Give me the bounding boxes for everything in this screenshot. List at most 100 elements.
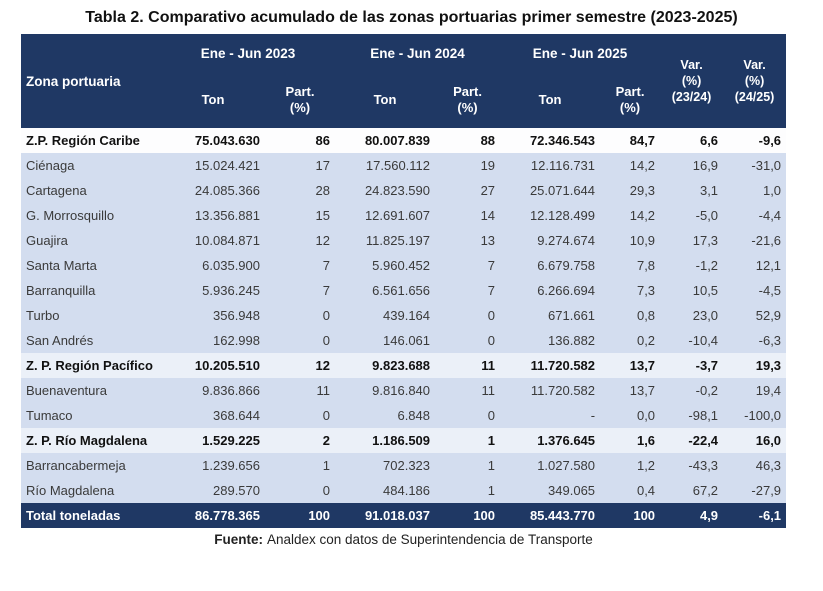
port-row: Santa Marta 6.035.900 7 5.960.452 7 6.679.758…: [21, 253, 787, 278]
total-row: Total toneladas 86.778.365 100 91.018.037 10…: [21, 503, 787, 528]
value-cell: 7,8: [636, 258, 656, 273]
value-cell: 12.691.607: [364, 208, 431, 223]
value-cell: -31,0: [751, 158, 782, 173]
zona-name-cell: Z. P. Región Pacífico: [26, 358, 153, 373]
value-cell: -1,2: [695, 258, 719, 273]
value-cell: 0,2: [636, 333, 656, 348]
value-cell: 9.274.674: [537, 233, 596, 248]
value-cell: 4,9: [699, 508, 719, 523]
value-cell: 5.936.245: [202, 283, 260, 298]
value-cell: 85.443.770: [529, 508, 596, 523]
ton-2023-header: Ton: [161, 72, 265, 128]
region-row: Z. P. Río Magdalena 1.529.225 2 1.186.509 1 1…: [21, 428, 787, 453]
value-cell: 0,8: [636, 308, 656, 323]
value-cell: 14: [480, 208, 496, 223]
value-cell: 17.560.112: [365, 158, 431, 173]
port-row: G. Morrosquillo 13.356.881 15 12.691.607 14 1…: [21, 203, 787, 228]
value-cell: 3,1: [699, 183, 719, 198]
value-cell: 11.720.582: [530, 383, 596, 398]
value-cell: 11: [481, 383, 496, 398]
value-cell: 1.186.509: [372, 433, 431, 448]
value-cell: 100: [633, 508, 656, 523]
value-cell: 7: [322, 283, 331, 298]
period-2024-header: Ene - Jun 2024: [335, 34, 501, 72]
value-cell: -9,6: [758, 133, 782, 148]
value-cell: 0: [322, 483, 331, 498]
value-cell: 6.035.900: [202, 258, 260, 273]
period-2025-header: Ene - Jun 2025: [500, 34, 661, 72]
value-cell: 1.529.225: [202, 433, 260, 448]
value-cell: 91.018.037: [364, 508, 431, 523]
value-cell: 12: [315, 233, 331, 248]
value-cell: 19: [480, 158, 496, 173]
zona-name-cell: Z. P. Río Magdalena: [26, 433, 148, 448]
value-cell: -21,6: [751, 233, 782, 248]
value-cell: 1.239.656: [202, 458, 260, 473]
value-cell: 16,0: [755, 433, 782, 448]
value-cell: 12.128.499: [529, 208, 596, 223]
value-cell: 0: [487, 408, 496, 423]
value-cell: 24.823.590: [364, 183, 431, 198]
zona-name-cell: Ciénaga: [26, 158, 75, 173]
table-body: Z.P. Región Caribe 75.043.630 86 80.007.839…: [21, 128, 787, 528]
zona-name-cell: Guajira: [26, 233, 68, 248]
value-cell: 84,7: [629, 133, 656, 148]
value-cell: 0: [322, 308, 331, 323]
value-cell: 15: [315, 208, 331, 223]
value-cell: 7,3: [636, 283, 656, 298]
value-cell: 19,3: [755, 358, 782, 373]
value-cell: -4,5: [758, 283, 782, 298]
value-cell: 6.561.656: [372, 283, 431, 298]
port-row: Río Magdalena 289.570 0 484.186 1 349.065 0,4 6…: [21, 478, 787, 503]
value-cell: 9.816.840: [372, 383, 431, 398]
value-cell: 439.164: [383, 308, 431, 323]
value-cell: 0: [487, 308, 496, 323]
value-cell: 11: [481, 358, 496, 373]
port-row: Tumaco 368.644 0 6.848 0 - 0,0 -98,1 -100,0: [21, 403, 787, 428]
value-cell: 356.948: [213, 308, 260, 323]
value-cell: 12,1: [755, 258, 782, 273]
port-row: Buenaventura 9.836.866 11 9.816.840 11 11.720…: [21, 378, 787, 403]
value-cell: 67,2: [692, 483, 719, 498]
value-cell: 6,6: [699, 133, 719, 148]
part-2023-header: Part. (%): [265, 72, 336, 128]
value-cell: 162.998: [213, 333, 260, 348]
value-cell: 11.825.197: [365, 233, 431, 248]
value-cell: 13.356.881: [194, 208, 260, 223]
value-cell: 6.848: [397, 408, 431, 423]
port-row: Guajira 10.084.871 12 11.825.197 13 9.274.674…: [21, 228, 787, 253]
value-cell: 0: [322, 333, 331, 348]
value-cell: -6,3: [758, 333, 782, 348]
zona-name-cell: Barranquilla: [26, 283, 96, 298]
zona-name-cell: Buenaventura: [26, 383, 107, 398]
region-row: Z.P. Región Caribe 75.043.630 86 80.007.839…: [21, 128, 787, 153]
region-row: Z. P. Región Pacífico 10.205.510 12 9.823.6…: [21, 353, 787, 378]
value-cell: 0: [322, 408, 331, 423]
value-cell: -43,3: [688, 458, 719, 473]
value-cell: 12.116.731: [530, 158, 596, 173]
value-cell: 25.071.644: [529, 183, 596, 198]
value-cell: 1,2: [636, 458, 656, 473]
value-cell: 349.065: [548, 483, 596, 498]
value-cell: 146.061: [383, 333, 431, 348]
zona-name-cell: G. Morrosquillo: [26, 208, 115, 223]
value-cell: 702.323: [383, 458, 431, 473]
value-cell: 2: [322, 433, 331, 448]
value-cell: 10.084.871: [194, 233, 260, 248]
value-cell: 17: [315, 158, 331, 173]
value-cell: 0,0: [636, 408, 656, 423]
value-cell: -3,7: [695, 358, 719, 373]
value-cell: 15.024.421: [194, 158, 260, 173]
source-label: Fuente:: [214, 532, 263, 547]
value-cell: 10,5: [692, 283, 719, 298]
value-cell: 1.027.580: [537, 458, 596, 473]
value-cell: -: [590, 408, 596, 423]
value-cell: -4,4: [758, 208, 782, 223]
value-cell: 0,4: [636, 483, 656, 498]
value-cell: 289.570: [213, 483, 260, 498]
port-row: Barranquilla 5.936.245 7 6.561.656 7 6.266.69…: [21, 278, 787, 303]
value-cell: -10,4: [688, 333, 719, 348]
value-cell: -5,0: [695, 208, 719, 223]
zona-name-cell: Turbo: [26, 308, 60, 323]
